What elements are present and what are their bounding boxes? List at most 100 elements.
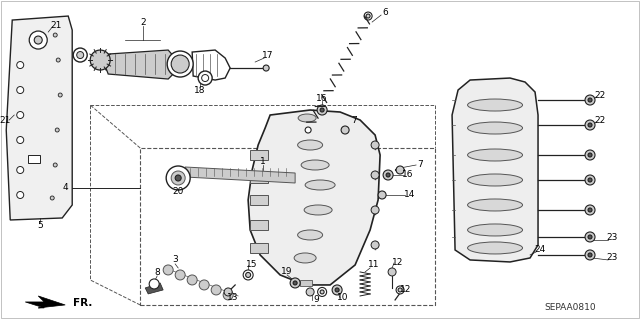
Circle shape [317, 105, 327, 115]
Text: 16: 16 [316, 93, 328, 102]
Circle shape [585, 232, 595, 242]
Circle shape [73, 48, 87, 62]
Circle shape [224, 288, 232, 296]
Ellipse shape [298, 114, 316, 122]
Text: 5: 5 [37, 221, 43, 230]
Ellipse shape [301, 160, 329, 170]
Circle shape [371, 206, 379, 214]
Circle shape [246, 272, 251, 278]
Circle shape [149, 279, 159, 289]
Text: 3: 3 [172, 256, 178, 264]
Circle shape [585, 120, 595, 130]
Circle shape [585, 150, 595, 160]
Circle shape [341, 126, 349, 134]
Ellipse shape [468, 199, 522, 211]
Circle shape [366, 14, 370, 18]
Circle shape [17, 191, 24, 198]
Circle shape [211, 285, 221, 295]
Circle shape [17, 167, 24, 174]
Circle shape [588, 123, 592, 127]
Text: 23: 23 [606, 234, 618, 242]
Circle shape [175, 270, 185, 280]
Text: 23: 23 [606, 254, 618, 263]
Circle shape [263, 65, 269, 71]
Circle shape [187, 275, 197, 285]
Text: SEPAA0810: SEPAA0810 [544, 303, 596, 312]
Circle shape [588, 208, 592, 212]
Circle shape [585, 175, 595, 185]
Text: 22: 22 [595, 115, 605, 124]
Ellipse shape [305, 180, 335, 190]
Circle shape [386, 173, 390, 177]
Circle shape [50, 196, 54, 200]
Circle shape [175, 175, 181, 181]
Bar [28, 155, 40, 163]
Circle shape [77, 52, 84, 59]
Text: 21: 21 [0, 115, 11, 124]
Ellipse shape [468, 242, 522, 254]
Circle shape [396, 286, 404, 294]
Text: 6: 6 [382, 8, 388, 17]
Circle shape [17, 137, 24, 144]
Ellipse shape [298, 230, 323, 240]
Ellipse shape [304, 205, 332, 215]
Text: 14: 14 [404, 190, 416, 199]
Text: 7: 7 [351, 115, 357, 124]
Polygon shape [248, 110, 380, 285]
Bar [250, 243, 268, 253]
Circle shape [293, 281, 297, 285]
Circle shape [378, 191, 386, 199]
Text: 19: 19 [282, 267, 293, 277]
Circle shape [198, 71, 212, 85]
Text: 7: 7 [417, 160, 423, 169]
Polygon shape [192, 50, 230, 80]
Circle shape [163, 265, 173, 275]
Circle shape [371, 171, 379, 179]
Text: 18: 18 [195, 85, 206, 94]
Circle shape [306, 288, 314, 296]
Text: 11: 11 [369, 260, 380, 270]
Circle shape [243, 270, 253, 280]
Circle shape [55, 128, 60, 132]
Circle shape [332, 285, 342, 295]
Circle shape [17, 86, 24, 93]
Text: 8: 8 [154, 269, 160, 278]
Text: 17: 17 [262, 50, 274, 60]
Circle shape [290, 278, 300, 288]
Text: 20: 20 [173, 188, 184, 197]
Circle shape [371, 141, 379, 149]
Circle shape [588, 178, 592, 182]
Circle shape [29, 31, 47, 49]
Text: 12: 12 [401, 286, 412, 294]
Circle shape [398, 288, 402, 292]
Ellipse shape [298, 140, 323, 150]
Text: 2: 2 [140, 18, 146, 26]
Circle shape [53, 33, 57, 37]
Ellipse shape [468, 149, 522, 161]
Circle shape [585, 95, 595, 105]
Circle shape [58, 93, 62, 97]
Bar [250, 195, 268, 205]
Ellipse shape [468, 174, 522, 186]
Circle shape [335, 288, 339, 292]
Polygon shape [25, 296, 65, 308]
Ellipse shape [468, 122, 522, 134]
Text: 13: 13 [227, 293, 239, 302]
Circle shape [585, 205, 595, 215]
Text: 4: 4 [63, 183, 68, 192]
Circle shape [171, 171, 185, 185]
Text: 21: 21 [51, 20, 62, 30]
Circle shape [305, 127, 311, 133]
Circle shape [371, 241, 379, 249]
Circle shape [317, 287, 326, 296]
Text: FR.: FR. [73, 298, 93, 308]
Circle shape [588, 98, 592, 102]
Ellipse shape [468, 99, 522, 111]
Bar [250, 173, 268, 183]
Ellipse shape [294, 253, 316, 263]
Text: 12: 12 [392, 258, 404, 267]
Circle shape [388, 268, 396, 276]
Text: 1: 1 [260, 158, 266, 167]
Circle shape [588, 153, 592, 157]
Circle shape [202, 75, 209, 82]
